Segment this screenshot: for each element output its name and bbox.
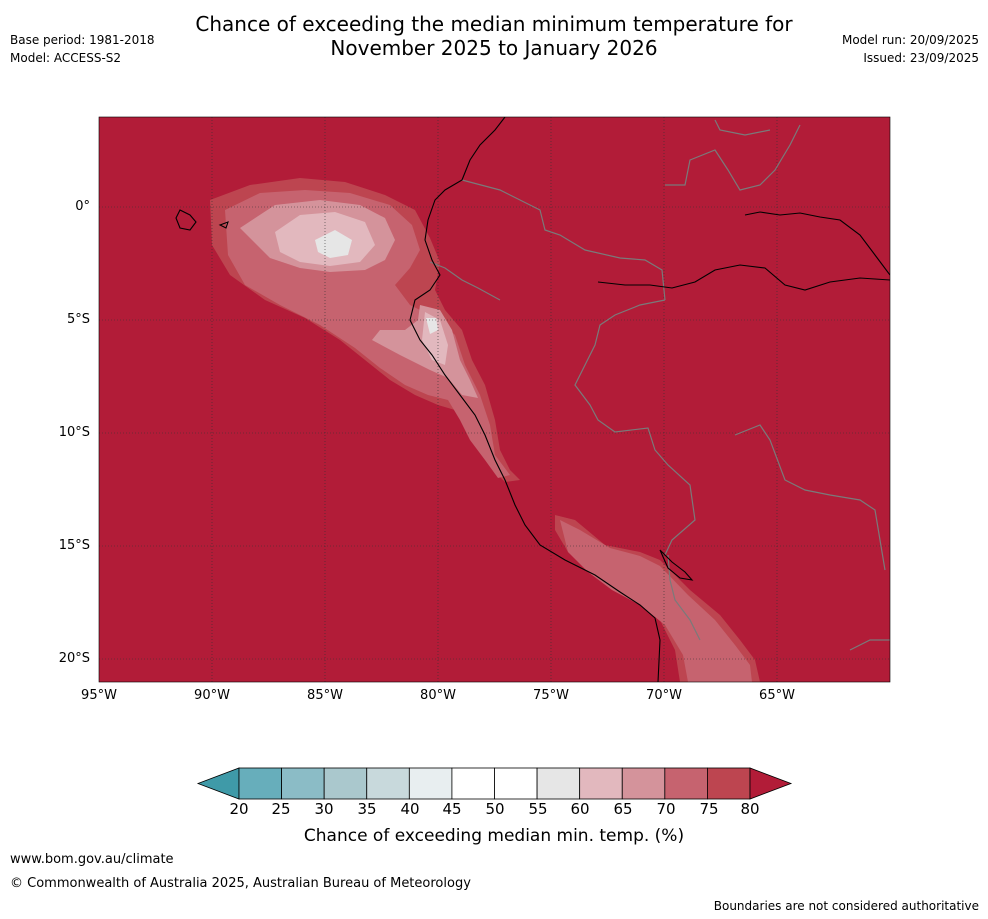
lat-label-20s: 20°S bbox=[58, 651, 90, 666]
colorbar-box bbox=[494, 767, 538, 800]
boundaries-note: Boundaries are not considered authoritat… bbox=[713, 899, 979, 913]
colorbar bbox=[196, 767, 793, 800]
colorbar-box bbox=[281, 767, 325, 800]
base-period-text: Base period: 1981-2018 bbox=[10, 33, 155, 47]
colorbar-extend-high bbox=[749, 767, 793, 800]
copyright-text: © Commonwealth of Australia 2025, Austra… bbox=[10, 876, 471, 891]
map-frame bbox=[98, 116, 891, 683]
lat-label-15s: 15°S bbox=[58, 538, 90, 553]
colorbar-tick: 25 bbox=[271, 800, 291, 818]
map-title: Chance of exceeding the median minimum t… bbox=[0, 12, 988, 60]
colorbar-tick: 40 bbox=[400, 800, 420, 818]
colorbar-tick: 75 bbox=[699, 800, 719, 818]
contour-55-60 bbox=[315, 230, 352, 258]
website-link[interactable]: www.bom.gov.au/climate bbox=[10, 852, 174, 867]
lon-label-65w: 65°W bbox=[759, 688, 795, 703]
lon-label-85w: 85°W bbox=[307, 688, 343, 703]
colorbar-tick: 45 bbox=[442, 800, 462, 818]
colorbar-tick: 80 bbox=[740, 800, 760, 818]
colorbar-label: Chance of exceeding median min. temp. (%… bbox=[303, 826, 685, 846]
lon-label-70w: 70°W bbox=[646, 688, 682, 703]
colorbar-box bbox=[238, 767, 282, 800]
colorbar-extend-low bbox=[196, 767, 240, 800]
lat-label-10s: 10°S bbox=[58, 425, 90, 440]
contour-55-60-b bbox=[426, 318, 438, 334]
lat-label-5s: 5°S bbox=[66, 312, 90, 327]
lat-label-0: 0° bbox=[75, 199, 90, 214]
colorbar-box bbox=[621, 767, 666, 800]
model-run-text: Model run: 20/09/2025 bbox=[841, 33, 979, 47]
lon-label-80w: 80°W bbox=[420, 688, 456, 703]
colorbar-tick: 35 bbox=[357, 800, 377, 818]
model-text: Model: ACCESS-S2 bbox=[10, 51, 122, 65]
meta-right: Model run: 20/09/2025 Issued: 23/09/2025 bbox=[842, 31, 979, 67]
contour-70-75-south bbox=[560, 520, 752, 682]
colorbar-box bbox=[664, 767, 708, 800]
colorbar-box bbox=[707, 767, 751, 800]
gridlines bbox=[99, 117, 890, 682]
contour-65-70-b bbox=[372, 305, 478, 398]
colorbar-box bbox=[536, 767, 581, 800]
lon-label-95w: 95°W bbox=[81, 688, 117, 703]
colorbar-box bbox=[451, 767, 495, 800]
colorbar-box bbox=[323, 767, 368, 800]
coastlines bbox=[175, 117, 890, 682]
colorbar-box bbox=[408, 767, 453, 800]
issued-text: Issued: 23/09/2025 bbox=[863, 51, 979, 65]
map-title-line1: Chance of exceeding the median minimum t… bbox=[195, 12, 793, 36]
colorbar-tick: 60 bbox=[570, 800, 590, 818]
colorbar-tick: 65 bbox=[613, 800, 633, 818]
colorbar-tick: 50 bbox=[485, 800, 505, 818]
colorbar-tick: 55 bbox=[528, 800, 548, 818]
colorbar-tick: 20 bbox=[229, 800, 249, 818]
lon-label-75w: 75°W bbox=[533, 688, 569, 703]
map-title-line2: November 2025 to January 2026 bbox=[330, 36, 658, 60]
colorbar-box bbox=[366, 767, 410, 800]
colorbar-tick: 30 bbox=[314, 800, 334, 818]
country-borders bbox=[429, 119, 890, 651]
lon-label-90w: 90°W bbox=[194, 688, 230, 703]
meta-left: Base period: 1981-2018 Model: ACCESS-S2 bbox=[10, 31, 155, 67]
colorbar-tick: 70 bbox=[656, 800, 676, 818]
colorbar-box bbox=[579, 767, 623, 800]
